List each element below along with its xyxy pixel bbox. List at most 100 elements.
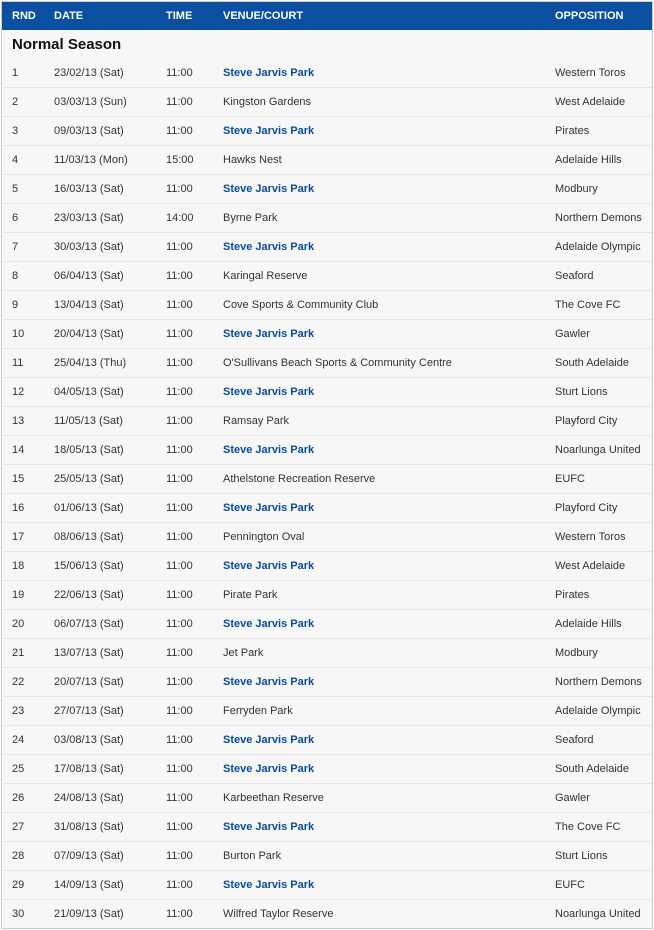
cell-rnd: 19 <box>2 581 48 610</box>
table-row: 806/04/13 (Sat)11:00Karingal ReserveSeaf… <box>2 262 652 291</box>
cell-opposition: Adelaide Olympic <box>549 697 652 726</box>
cell-date: 21/09/13 (Sat) <box>48 900 160 929</box>
cell-time: 11:00 <box>160 378 217 407</box>
venue-link[interactable]: Steve Jarvis Park <box>223 125 314 137</box>
cell-time: 11:00 <box>160 755 217 784</box>
table-row: 1525/05/13 (Sat)11:00Athelstone Recreati… <box>2 465 652 494</box>
cell-rnd: 18 <box>2 552 48 581</box>
cell-rnd: 23 <box>2 697 48 726</box>
cell-venue: Jet Park <box>217 639 549 668</box>
cell-venue: Ramsay Park <box>217 407 549 436</box>
cell-time: 11:00 <box>160 842 217 871</box>
cell-venue: Steve Jarvis Park <box>217 755 549 784</box>
cell-time: 11:00 <box>160 697 217 726</box>
venue-link[interactable]: Steve Jarvis Park <box>223 183 314 195</box>
venue-text: Byrne Park <box>223 212 277 224</box>
cell-time: 11:00 <box>160 581 217 610</box>
cell-date: 20/04/13 (Sat) <box>48 320 160 349</box>
cell-rnd: 1 <box>2 59 48 88</box>
cell-rnd: 9 <box>2 291 48 320</box>
cell-time: 11:00 <box>160 320 217 349</box>
venue-link[interactable]: Steve Jarvis Park <box>223 386 314 398</box>
venue-link[interactable]: Steve Jarvis Park <box>223 502 314 514</box>
cell-opposition: Playford City <box>549 407 652 436</box>
table-row: 1020/04/13 (Sat)11:00Steve Jarvis ParkGa… <box>2 320 652 349</box>
cell-venue: Steve Jarvis Park <box>217 175 549 204</box>
cell-opposition: South Adelaide <box>549 755 652 784</box>
table-row: 2113/07/13 (Sat)11:00Jet ParkModbury <box>2 639 652 668</box>
venue-link[interactable]: Steve Jarvis Park <box>223 444 314 456</box>
cell-date: 24/08/13 (Sat) <box>48 784 160 813</box>
header-time: TIME <box>160 2 217 30</box>
cell-opposition: Modbury <box>549 639 652 668</box>
table-row: 411/03/13 (Mon)15:00Hawks NestAdelaide H… <box>2 146 652 175</box>
table-row: 1311/05/13 (Sat)11:00Ramsay ParkPlayford… <box>2 407 652 436</box>
cell-time: 11:00 <box>160 349 217 378</box>
cell-date: 22/06/13 (Sat) <box>48 581 160 610</box>
cell-time: 11:00 <box>160 784 217 813</box>
venue-link[interactable]: Steve Jarvis Park <box>223 821 314 833</box>
cell-rnd: 11 <box>2 349 48 378</box>
cell-opposition: West Adelaide <box>549 552 652 581</box>
table-body: Normal Season 123/02/13 (Sat)11:00Steve … <box>2 30 652 928</box>
table-row: 2403/08/13 (Sat)11:00Steve Jarvis ParkSe… <box>2 726 652 755</box>
cell-date: 23/02/13 (Sat) <box>48 59 160 88</box>
cell-rnd: 5 <box>2 175 48 204</box>
cell-opposition: The Cove FC <box>549 813 652 842</box>
venue-text: Pirate Park <box>223 589 277 601</box>
cell-date: 16/03/13 (Sat) <box>48 175 160 204</box>
venue-link[interactable]: Steve Jarvis Park <box>223 734 314 746</box>
table-row: 2731/08/13 (Sat)11:00Steve Jarvis ParkTh… <box>2 813 652 842</box>
cell-venue: Steve Jarvis Park <box>217 610 549 639</box>
cell-opposition: The Cove FC <box>549 291 652 320</box>
venue-link[interactable]: Steve Jarvis Park <box>223 676 314 688</box>
cell-opposition: Pirates <box>549 581 652 610</box>
cell-date: 01/06/13 (Sat) <box>48 494 160 523</box>
cell-date: 11/03/13 (Mon) <box>48 146 160 175</box>
cell-time: 11:00 <box>160 233 217 262</box>
cell-venue: Karingal Reserve <box>217 262 549 291</box>
cell-date: 27/07/13 (Sat) <box>48 697 160 726</box>
cell-opposition: Northern Demons <box>549 668 652 697</box>
header-opposition: OPPOSITION <box>549 2 652 30</box>
venue-link[interactable]: Steve Jarvis Park <box>223 763 314 775</box>
table-row: 2006/07/13 (Sat)11:00Steve Jarvis ParkAd… <box>2 610 652 639</box>
venue-text: Cove Sports & Community Club <box>223 299 378 311</box>
cell-time: 11:00 <box>160 59 217 88</box>
venue-link[interactable]: Steve Jarvis Park <box>223 241 314 253</box>
cell-opposition: Gawler <box>549 320 652 349</box>
cell-rnd: 20 <box>2 610 48 639</box>
cell-date: 13/07/13 (Sat) <box>48 639 160 668</box>
venue-text: Ferryden Park <box>223 705 293 717</box>
cell-venue: Steve Jarvis Park <box>217 233 549 262</box>
cell-date: 07/09/13 (Sat) <box>48 842 160 871</box>
venue-link[interactable]: Steve Jarvis Park <box>223 879 314 891</box>
cell-time: 11:00 <box>160 871 217 900</box>
venue-link[interactable]: Steve Jarvis Park <box>223 560 314 572</box>
table-row: 1708/06/13 (Sat)11:00Pennington OvalWest… <box>2 523 652 552</box>
venue-link[interactable]: Steve Jarvis Park <box>223 67 314 79</box>
fixture-container: RND DATE TIME VENUE/COURT OPPOSITION Nor… <box>1 1 653 929</box>
cell-time: 15:00 <box>160 146 217 175</box>
cell-venue: Steve Jarvis Park <box>217 378 549 407</box>
cell-rnd: 26 <box>2 784 48 813</box>
table-row: 2220/07/13 (Sat)11:00Steve Jarvis ParkNo… <box>2 668 652 697</box>
venue-text: Jet Park <box>223 647 263 659</box>
cell-opposition: Northern Demons <box>549 204 652 233</box>
venue-link[interactable]: Steve Jarvis Park <box>223 618 314 630</box>
venue-text: Karingal Reserve <box>223 270 307 282</box>
cell-opposition: Adelaide Olympic <box>549 233 652 262</box>
venue-text: Athelstone Recreation Reserve <box>223 473 375 485</box>
table-row: 623/03/13 (Sat)14:00Byrne ParkNorthern D… <box>2 204 652 233</box>
venue-link[interactable]: Steve Jarvis Park <box>223 328 314 340</box>
table-row: 516/03/13 (Sat)11:00Steve Jarvis ParkMod… <box>2 175 652 204</box>
cell-venue: Karbeethan Reserve <box>217 784 549 813</box>
venue-text: Hawks Nest <box>223 154 282 166</box>
header-date: DATE <box>48 2 160 30</box>
cell-opposition: Noarlunga United <box>549 900 652 929</box>
table-row: 309/03/13 (Sat)11:00Steve Jarvis ParkPir… <box>2 117 652 146</box>
table-row: 2914/09/13 (Sat)11:00Steve Jarvis ParkEU… <box>2 871 652 900</box>
cell-venue: Cove Sports & Community Club <box>217 291 549 320</box>
cell-date: 03/08/13 (Sat) <box>48 726 160 755</box>
cell-rnd: 14 <box>2 436 48 465</box>
